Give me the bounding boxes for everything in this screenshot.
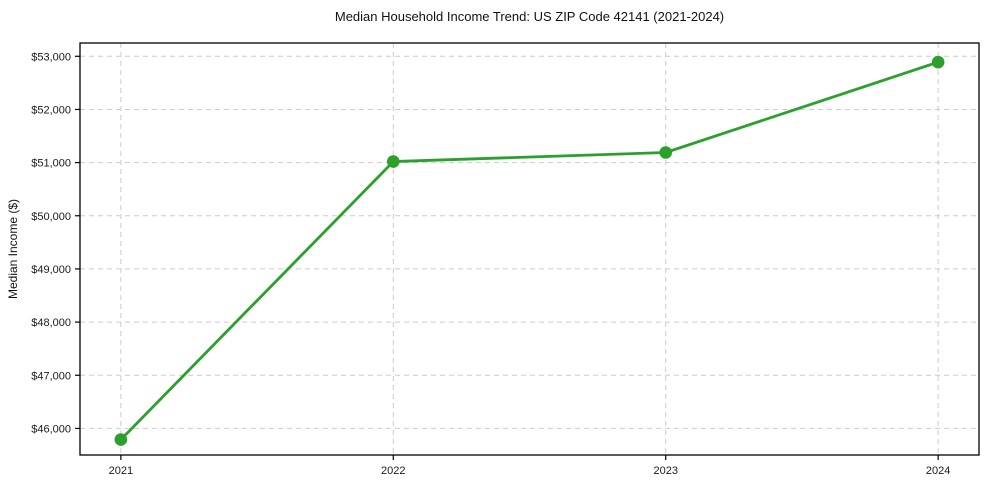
y-axis-label: Median Income ($)	[6, 198, 20, 300]
y-tick-label: $51,000	[31, 158, 71, 170]
data-point-2024	[931, 55, 945, 69]
y-tick-label: $50,000	[31, 211, 71, 223]
x-tick-label: 2024	[926, 465, 950, 477]
plot-border	[79, 42, 980, 456]
data-point-2022	[386, 155, 400, 168]
y-tick-label: $53,000	[31, 51, 71, 63]
y-tick-label: $47,000	[31, 370, 71, 382]
chart-title: Median Household Income Trend: US ZIP Co…	[334, 9, 725, 24]
x-tick-label: 2023	[653, 465, 677, 477]
x-tick-label: 2021	[109, 465, 133, 477]
y-tick-label: $48,000	[31, 317, 71, 329]
y-tick-label: $52,000	[31, 104, 71, 116]
data-point-2021	[114, 433, 128, 446]
data-point-2023	[659, 146, 673, 159]
income-trend-line	[119, 60, 940, 441]
y-tick-label: $46,000	[31, 423, 71, 435]
y-tick-label: $49,000	[31, 264, 71, 276]
x-tick-label: 2022	[381, 465, 405, 477]
